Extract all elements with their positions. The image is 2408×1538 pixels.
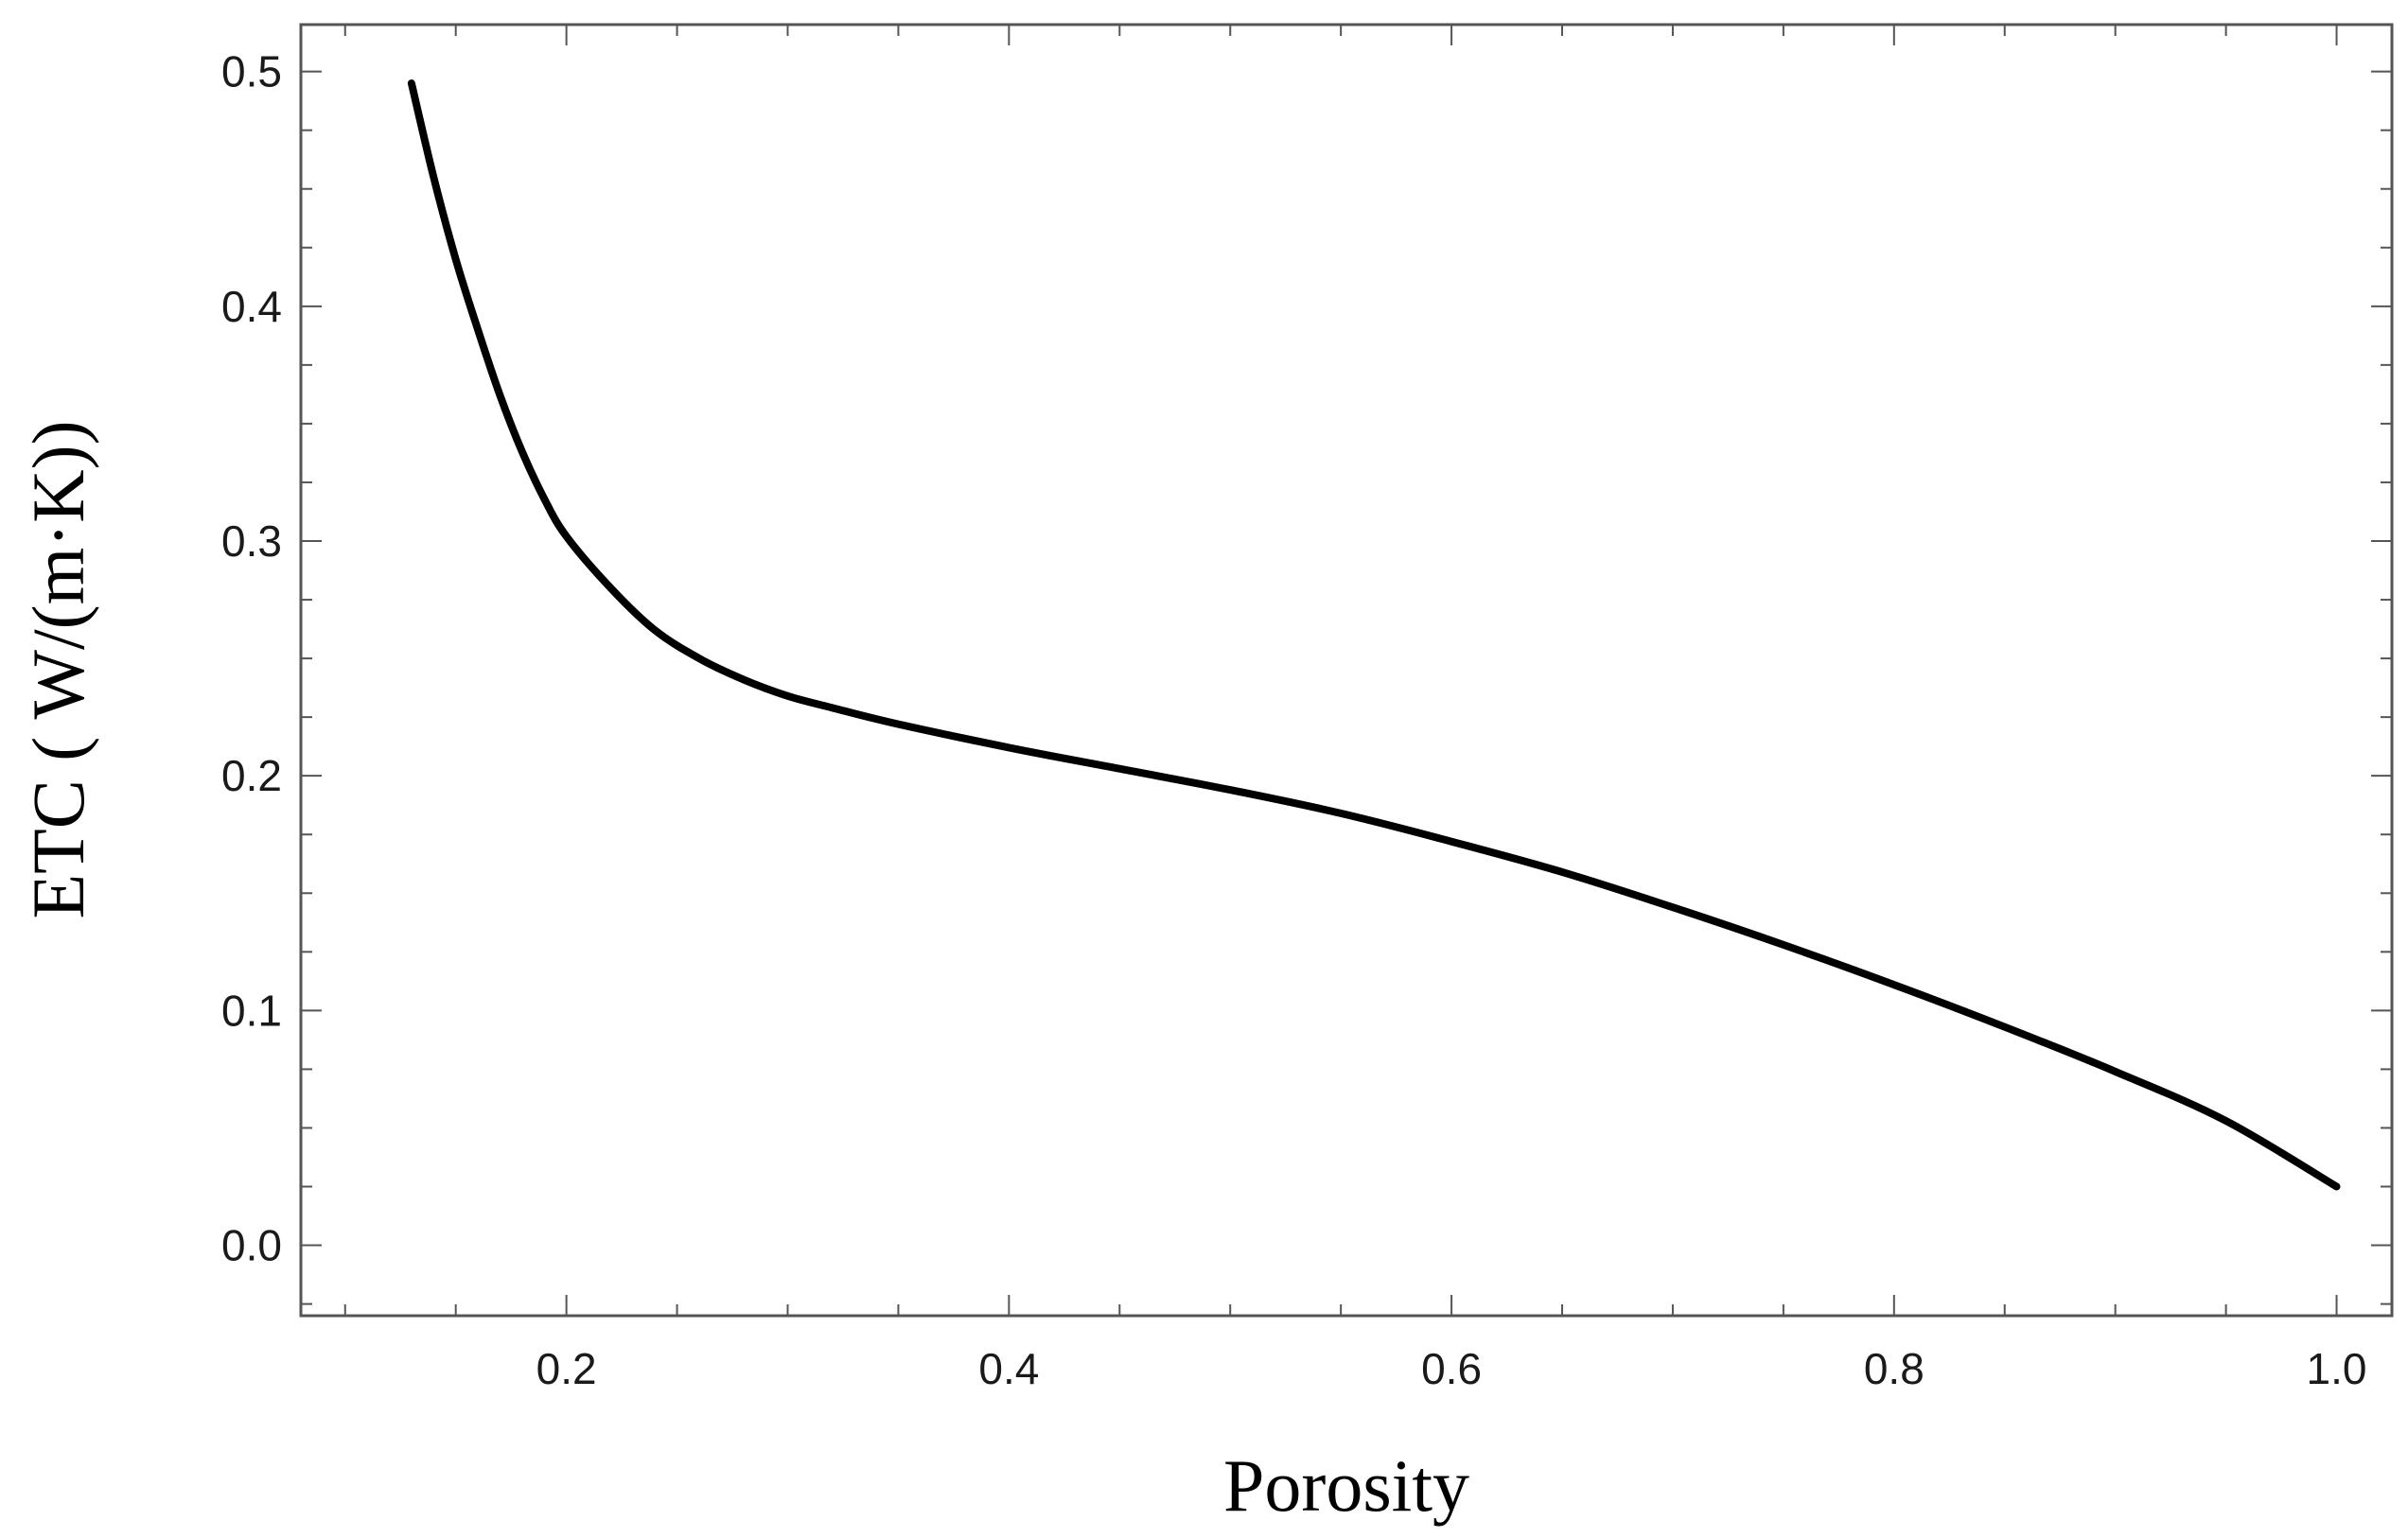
y-tick-label: 0.4 [221,282,282,331]
x-tick-label: 1.0 [2307,1344,2367,1393]
x-axis-ticks [343,25,2338,1316]
y-tick-label: 0.0 [221,1221,282,1270]
etc-curve [407,79,2341,1191]
x-tick-label: 0.4 [978,1344,1039,1393]
x-tick-label: 0.2 [536,1344,597,1393]
x-axis-tick-labels: 0.2 0.4 0.6 0.8 1.0 [536,1344,2367,1393]
x-axis-title: Porosity [1223,1444,1469,1527]
y-tick-label: 0.2 [221,751,282,800]
y-tick-label: 0.1 [221,986,282,1035]
plot-frame [299,23,2394,1318]
y-axis-tick-labels: 0.0 0.1 0.2 0.3 0.4 0.5 [221,47,282,1270]
y-axis-title: ETC ( W/(m·K)) [17,420,99,918]
y-axis-ticks [301,70,2392,1305]
y-tick-label: 0.5 [221,47,282,96]
y-tick-label: 0.3 [221,516,282,566]
x-tick-label: 0.6 [1421,1344,1482,1393]
x-tick-label: 0.8 [1864,1344,1925,1393]
